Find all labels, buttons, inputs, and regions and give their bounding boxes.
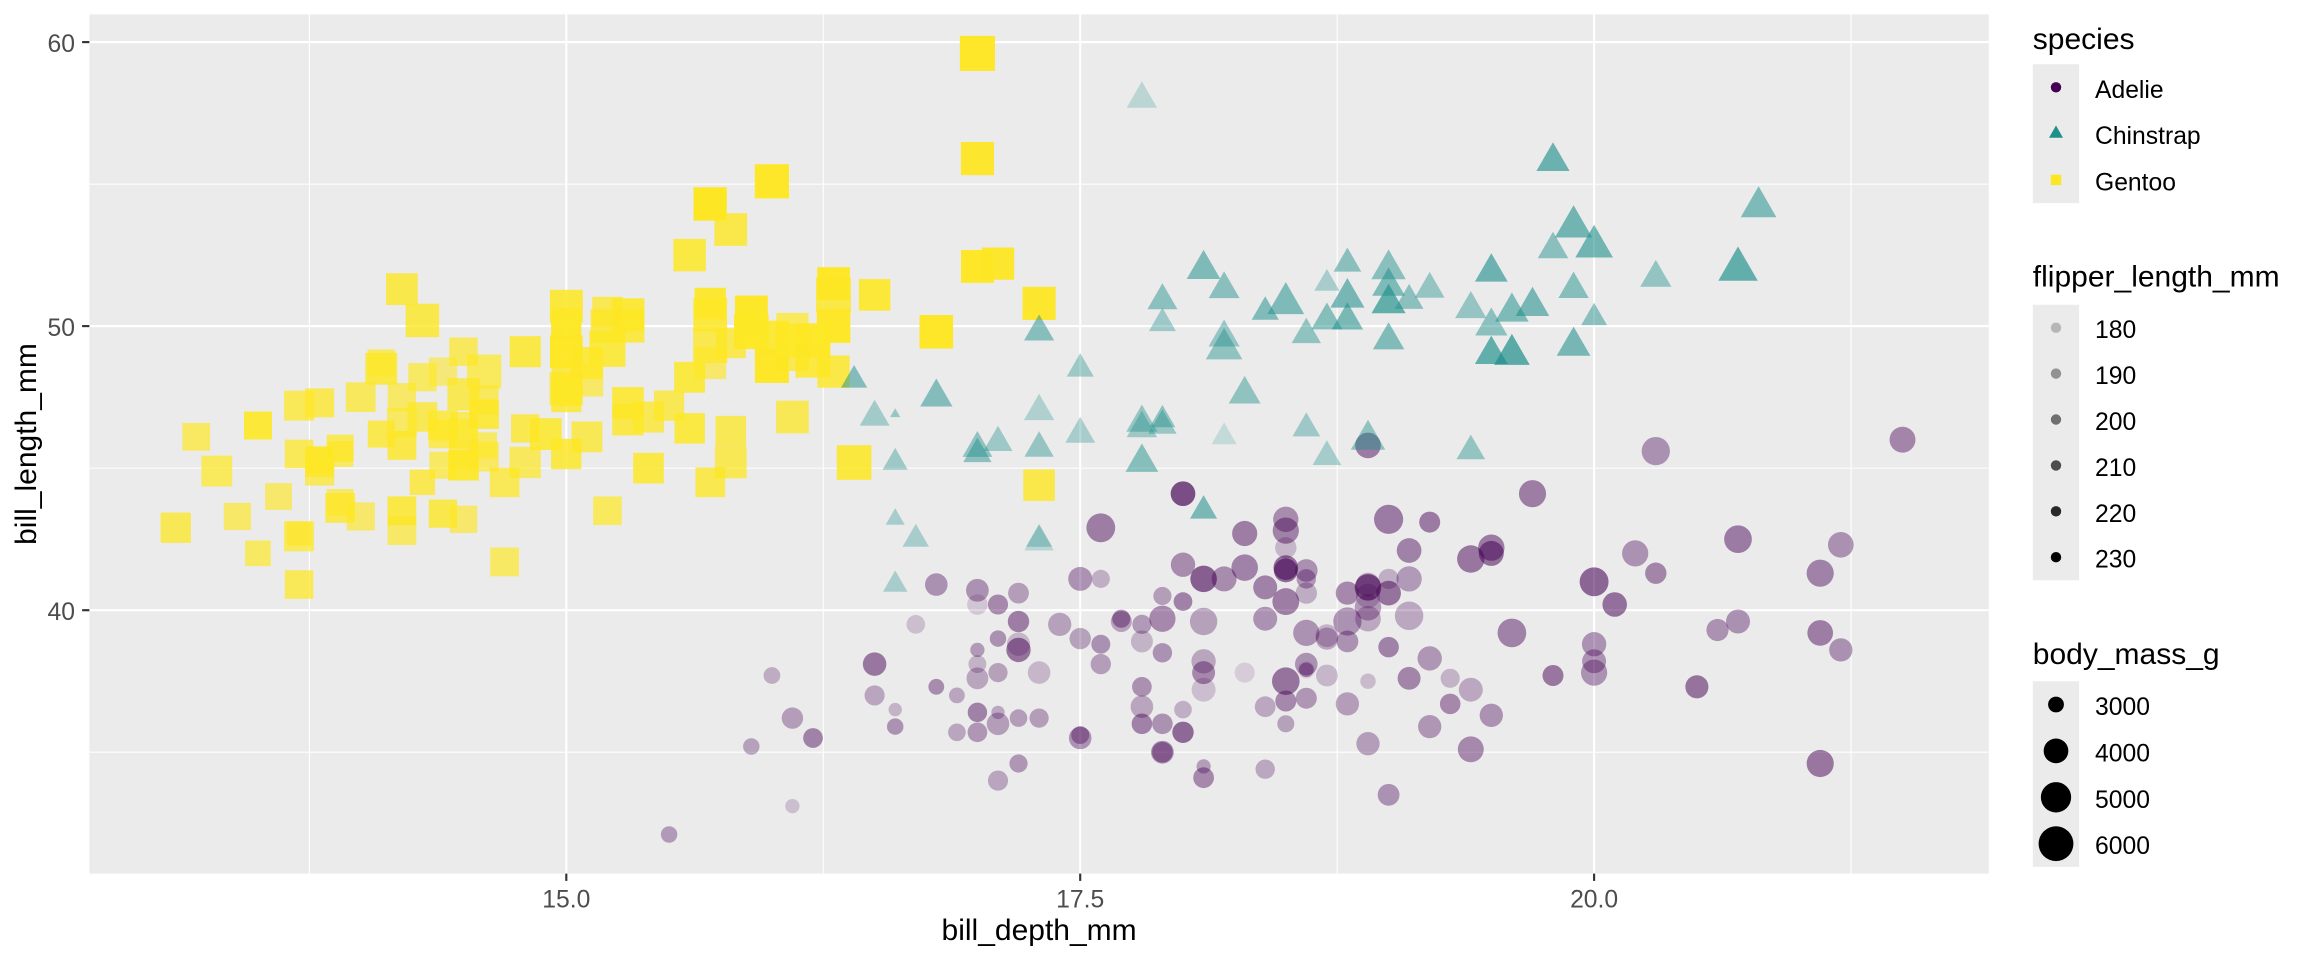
svg-text:180: 180	[2095, 317, 2136, 344]
svg-text:Chinstrap: Chinstrap	[2095, 123, 2201, 150]
svg-text:20.0: 20.0	[1570, 886, 1618, 913]
svg-text:15.0: 15.0	[542, 886, 590, 913]
svg-text:6000: 6000	[2095, 833, 2150, 860]
svg-text:3000: 3000	[2095, 694, 2150, 721]
svg-text:bill_depth_mm: bill_depth_mm	[942, 914, 1137, 947]
svg-text:190: 190	[2095, 363, 2136, 390]
svg-text:bill_length_mm: bill_length_mm	[10, 343, 43, 545]
svg-text:210: 210	[2095, 455, 2136, 482]
svg-text:Gentoo: Gentoo	[2095, 169, 2176, 196]
svg-text:flipper_length_mm: flipper_length_mm	[2033, 260, 2280, 293]
svg-text:220: 220	[2095, 501, 2136, 528]
svg-text:body_mass_g: body_mass_g	[2033, 638, 2220, 671]
svg-text:17.5: 17.5	[1056, 886, 1104, 913]
svg-text:Adelie: Adelie	[2095, 77, 2164, 104]
svg-text:40: 40	[48, 599, 75, 626]
svg-text:species: species	[2033, 23, 2135, 56]
svg-text:60: 60	[48, 31, 75, 58]
svg-text:50: 50	[48, 315, 75, 342]
svg-text:230: 230	[2095, 547, 2136, 574]
svg-text:4000: 4000	[2095, 740, 2150, 767]
svg-text:200: 200	[2095, 409, 2136, 436]
svg-text:5000: 5000	[2095, 787, 2150, 814]
